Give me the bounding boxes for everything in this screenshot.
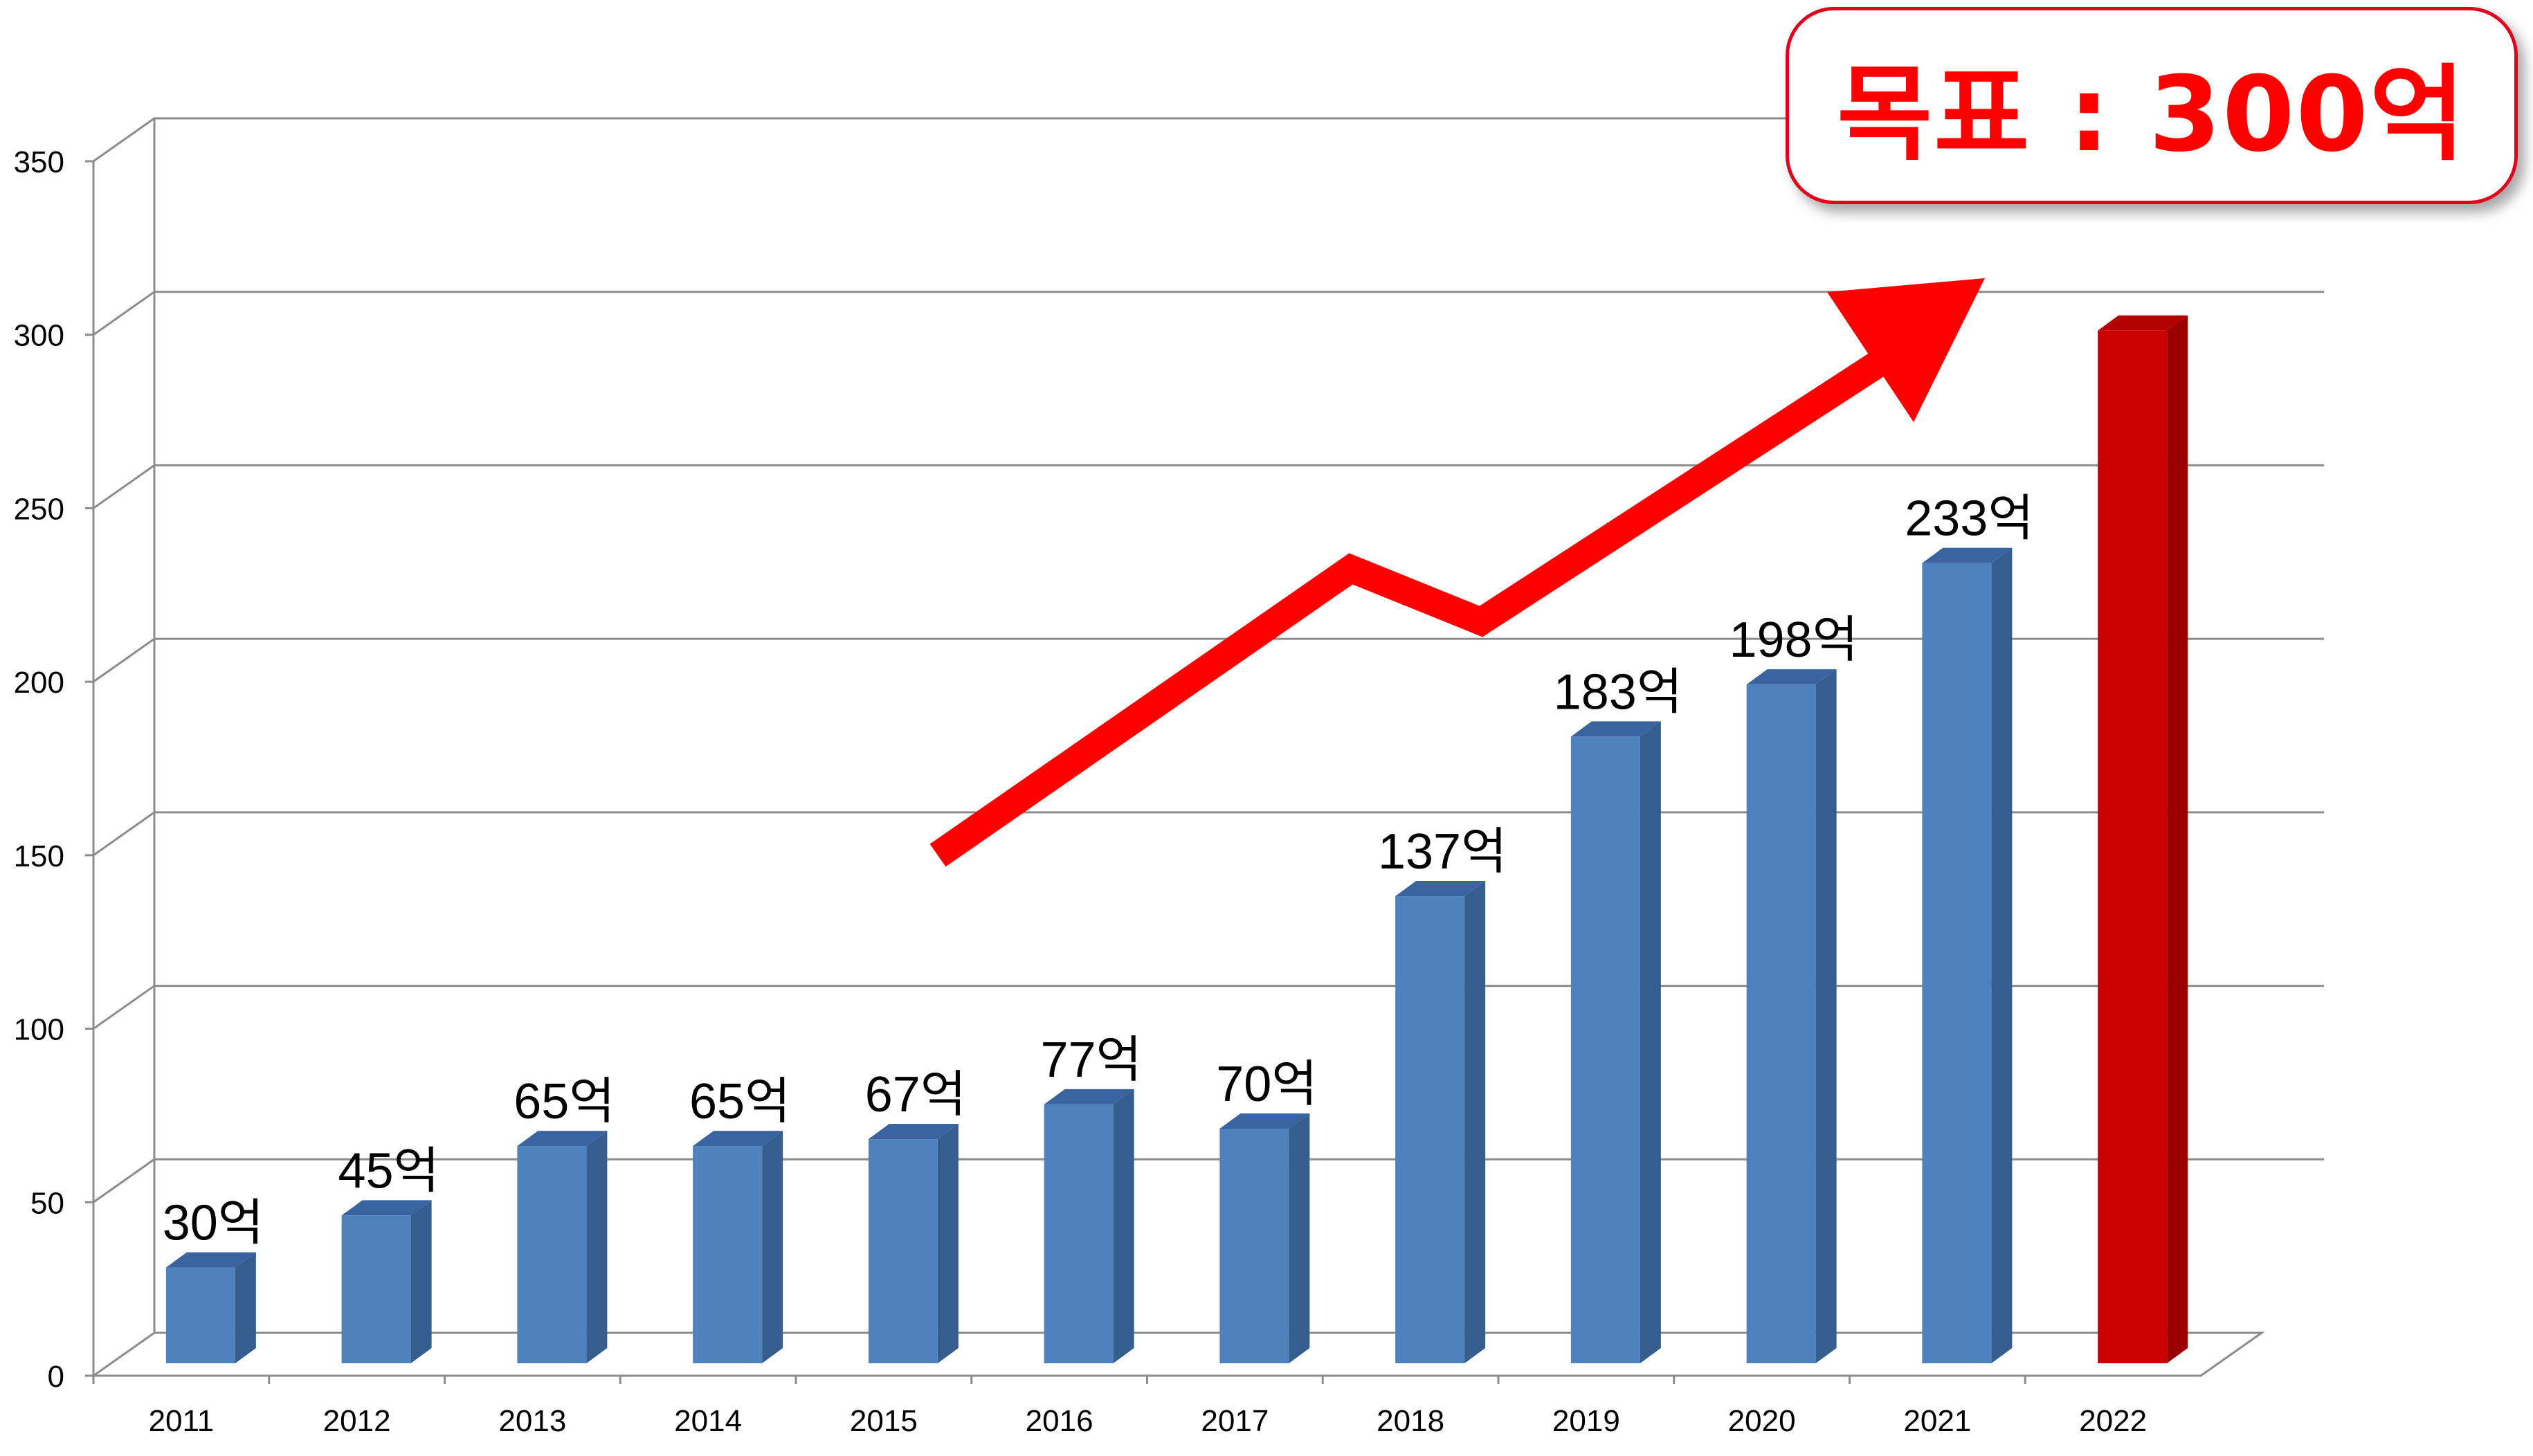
bar [1219, 1129, 1289, 1363]
bar-top [1746, 669, 1837, 685]
bars [165, 315, 2188, 1364]
bar [341, 1215, 411, 1363]
gridline [93, 291, 2324, 336]
bar-side [586, 1131, 608, 1363]
x-tick-label: 2018 [1377, 1404, 1444, 1438]
y-tick-label: 50 [30, 1186, 64, 1220]
bar-top [1219, 1113, 1310, 1129]
bar-side [1289, 1113, 1310, 1363]
data-label: 137억 [1378, 824, 1507, 880]
bar [693, 1146, 763, 1363]
data-label: 65억 [514, 1074, 615, 1129]
goal-callout: 목표 : 300억 [1786, 7, 2518, 204]
bar-side [1464, 881, 1486, 1363]
x-tick-label: 2017 [1201, 1404, 1269, 1438]
bar-side [1640, 721, 1661, 1363]
bar-side [2167, 315, 2188, 1363]
y-tick-label: 350 [14, 145, 64, 179]
bar-top [868, 1124, 959, 1140]
bar-side [762, 1131, 783, 1363]
bar-top [2098, 315, 2188, 331]
data-label: 65억 [689, 1074, 790, 1129]
y-tick-label: 0 [48, 1360, 64, 1394]
arrow-shaft [929, 336, 1911, 867]
bar-top [165, 1252, 256, 1268]
bar-top [1922, 547, 2013, 563]
bar-side [937, 1124, 959, 1363]
bar-side [1991, 547, 2013, 1364]
bar [1570, 736, 1640, 1363]
bar [1922, 563, 1992, 1364]
y-tick-label: 100 [14, 1013, 64, 1047]
y-tick-labels: 0 50 100 150 200 250 300 350 [14, 145, 64, 1394]
x-tick-label: 2013 [498, 1404, 566, 1438]
bar-top [1395, 881, 1486, 897]
bar-side [1815, 669, 1837, 1363]
data-label: 233억 [1905, 491, 2033, 547]
data-label: 198억 [1729, 612, 1858, 668]
x-tick-label: 2015 [850, 1404, 918, 1438]
x-tick-labels: 2011 2012 2013 2014 2015 2016 2017 2018 2019 2020… [149, 1404, 2148, 1438]
goal-text: 목표 : 300억 [1837, 55, 2467, 175]
arrow-head [1827, 278, 1985, 422]
bar-top [693, 1131, 783, 1147]
data-label: 70억 [1216, 1057, 1317, 1112]
bar [1044, 1104, 1114, 1363]
bar-top [1570, 721, 1661, 737]
trend-arrow [929, 278, 1985, 867]
x-tick-label: 2021 [1903, 1404, 1971, 1438]
bar-top [341, 1200, 432, 1216]
y-tick-label: 200 [14, 666, 64, 700]
data-label: 67억 [865, 1067, 966, 1122]
data-label: 183억 [1554, 664, 1682, 720]
bar [1395, 896, 1465, 1363]
x-tick-label: 2019 [1552, 1404, 1620, 1438]
bar [868, 1139, 938, 1363]
bar [2098, 330, 2168, 1363]
data-labels: 30억 45억 65억 65억 67억 77억 70억 137억 183억 198억 233억 [163, 491, 2034, 1251]
bar-top [1044, 1089, 1134, 1104]
bar-top [517, 1131, 608, 1147]
x-tick-label: 2011 [149, 1404, 215, 1438]
axes [85, 118, 2265, 1384]
data-label: 77억 [1040, 1032, 1141, 1088]
bar [1746, 684, 1816, 1363]
x-tick-label: 2020 [1728, 1404, 1796, 1438]
data-label: 30억 [163, 1196, 264, 1251]
y-tick-label: 250 [14, 492, 64, 526]
y-tick-label: 150 [14, 839, 64, 873]
x-tick-label: 2022 [2079, 1404, 2147, 1438]
x-tick-label: 2012 [323, 1404, 391, 1438]
data-label: 45억 [338, 1143, 439, 1199]
bar [517, 1146, 587, 1363]
y-tick-label: 300 [14, 319, 64, 353]
bar-side [410, 1200, 432, 1363]
x-tick-label: 2014 [674, 1404, 742, 1438]
x-tick-label: 2016 [1026, 1404, 1093, 1438]
bar [165, 1267, 235, 1363]
bar-side [1113, 1089, 1134, 1363]
bar-side [235, 1252, 256, 1363]
